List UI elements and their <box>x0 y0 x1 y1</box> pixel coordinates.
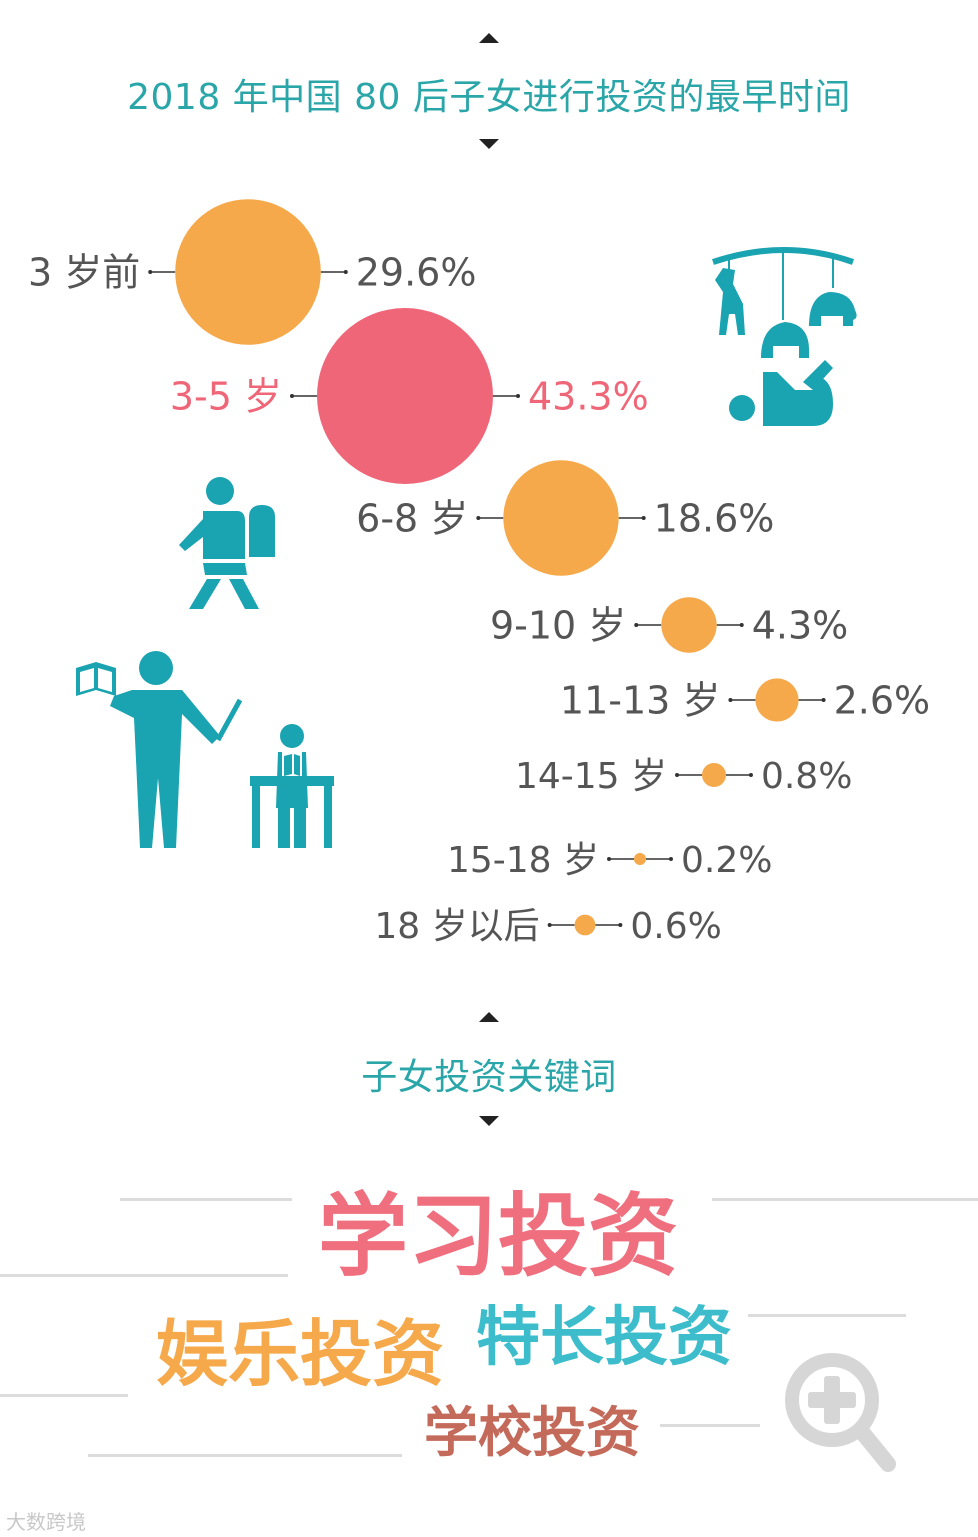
bubble-value-label: 4.3% <box>752 604 849 648</box>
keyword-divider <box>660 1424 760 1427</box>
bubble-1 <box>317 308 493 484</box>
teacher-reading-icon <box>76 651 334 848</box>
bubble-connector-dot <box>148 270 153 274</box>
keywords-arrow-up <box>479 1012 499 1022</box>
title-arrow-down <box>479 139 499 149</box>
bubble-0 <box>175 199 321 345</box>
bubble-connector-dot <box>739 623 744 627</box>
bubble-connector-dot <box>821 698 826 702</box>
bubble-6 <box>634 853 646 865</box>
bubble-category-label: 18 岁以后 <box>374 906 539 947</box>
zoom-in-icon[interactable] <box>784 1352 900 1478</box>
bubble-chart: 3 岁前 29.6% 3-5 岁 43.3% 6-8 岁 18.6% 9-10 岁 4.3% 1… <box>28 199 931 947</box>
bubble-category-label: 9-10 岁 <box>490 604 626 648</box>
bubble-2 <box>503 460 619 576</box>
bubble-4 <box>755 678 799 722</box>
keyword-divider <box>88 1454 402 1457</box>
bubble-value-label: 29.6% <box>356 251 477 295</box>
bubble-value-label: 43.3% <box>528 375 649 419</box>
bubble-category-label: 14-15 岁 <box>515 756 667 797</box>
keyword-entertainment-investment: 娱乐投资 <box>156 1312 445 1396</box>
bubble-connector-dot <box>607 857 612 861</box>
bubble-category-label: 11-13 岁 <box>560 679 721 723</box>
bubble-connector-dot <box>476 516 481 520</box>
bubble-connector-dot <box>728 698 733 702</box>
chart-title: 2018 年中国 80 后子女进行投资的最早时间 <box>127 77 851 118</box>
keywords-title: 子女投资关键词 <box>361 1057 617 1098</box>
bubble-value-label: 0.6% <box>630 906 721 947</box>
bubble-connector-dot <box>748 773 753 777</box>
bubble-connector-dot <box>618 923 623 927</box>
bubble-value-label: 0.8% <box>761 756 852 797</box>
bubble-connector-dot <box>547 923 552 927</box>
bubble-value-label: 18.6% <box>654 497 775 541</box>
keywords-arrow-down <box>479 1116 499 1126</box>
bubble-category-label: 3 岁前 <box>28 251 140 295</box>
bubble-connector-dot <box>675 773 680 777</box>
keyword-study-investment: 学习投资 <box>318 1184 678 1289</box>
baby-mobile-icon <box>712 247 857 426</box>
bubble-connector-dot <box>343 270 348 274</box>
keyword-divider <box>748 1314 906 1317</box>
bubble-category-label: 15-18 岁 <box>447 840 599 881</box>
keyword-divider <box>0 1394 128 1397</box>
title-arrow-up <box>479 33 499 43</box>
bubble-value-label: 2.6% <box>834 679 931 723</box>
bubble-5 <box>702 763 726 787</box>
bubble-category-label: 6-8 岁 <box>356 497 468 541</box>
keyword-school-investment: 学校投资 <box>424 1401 640 1464</box>
keyword-talent-investment: 特长投资 <box>476 1301 732 1375</box>
bubble-category-label: 3-5 岁 <box>170 375 282 419</box>
student-backpack-icon <box>179 477 275 609</box>
bubble-connector-dot <box>641 516 646 520</box>
bubble-7 <box>574 914 596 936</box>
bubble-connector-dot <box>290 394 294 398</box>
bubble-connector-dot <box>516 394 520 398</box>
keyword-divider <box>120 1198 292 1201</box>
bubble-connector-dot <box>634 623 639 627</box>
keyword-divider <box>0 1274 288 1277</box>
keyword-divider <box>712 1198 978 1201</box>
watermark: 大数跨境 <box>6 1510 86 1534</box>
bubble-3 <box>661 597 717 653</box>
bubble-value-label: 0.2% <box>681 840 772 881</box>
bubble-connector-dot <box>668 857 673 861</box>
